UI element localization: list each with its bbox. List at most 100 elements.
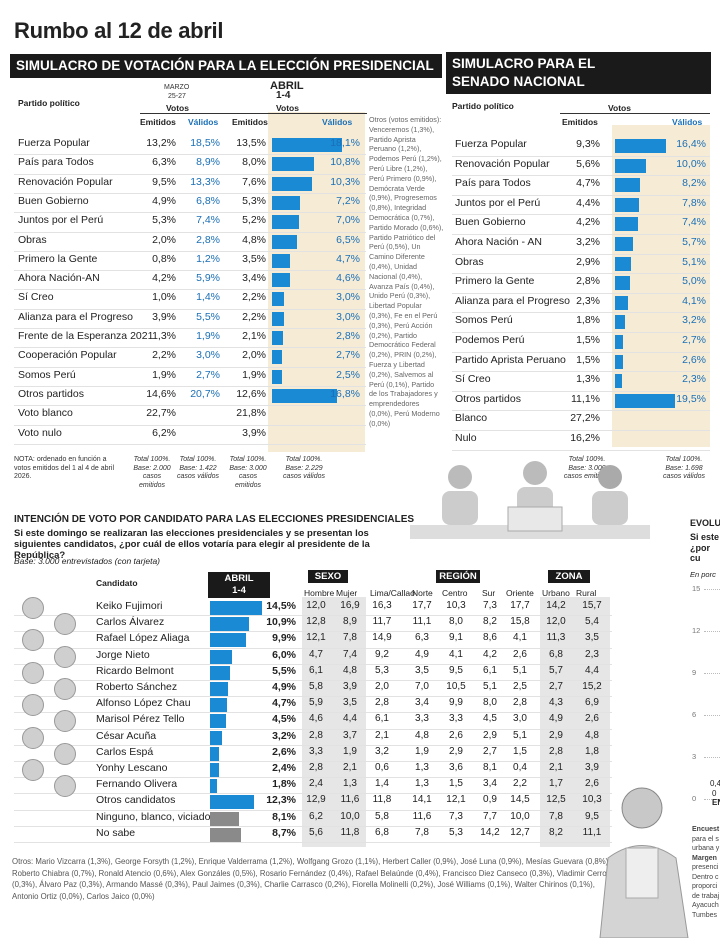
senate-emitidos: 3,2% <box>576 236 600 248</box>
table-row-line <box>14 385 366 387</box>
senate-row-line <box>452 390 710 392</box>
marzo-emitidos: 9,5% <box>152 175 176 188</box>
candidate-photo <box>54 645 76 668</box>
side-q2: ¿por cu <box>690 543 710 563</box>
col-header: Hombre <box>304 588 335 598</box>
abril-validos: 4,6% <box>336 272 360 285</box>
marzo-validos: 5,9% <box>196 272 220 285</box>
candidate-cell: 4,5 <box>483 713 497 725</box>
cand-row-line <box>14 761 612 762</box>
candidate-cell: 15,7 <box>582 600 602 611</box>
candidate-cell: 1,5 <box>449 778 463 790</box>
candidate-cell: 2,9 <box>549 729 563 741</box>
candidate-cell: 1,9 <box>415 745 429 757</box>
senate-party-name: Alianza para el Progreso <box>455 294 570 307</box>
candidate-cell: 3,2 <box>375 745 389 757</box>
candidate-photo <box>54 710 76 733</box>
abril-emitidos: 12,6% <box>236 387 266 400</box>
cand-row-line <box>14 696 612 698</box>
side-tick: 9 <box>692 668 697 677</box>
side-gridline <box>704 715 720 716</box>
candidate-photo <box>22 694 44 717</box>
senate-row-line <box>452 332 710 333</box>
party-name: Sí Creo <box>18 291 54 304</box>
table-row-line <box>14 347 366 349</box>
evol-heading: EVOLU <box>690 518 720 528</box>
party-name: Juntos por el Perú <box>18 214 104 227</box>
senate-emitidos: 4,2% <box>576 216 600 229</box>
side-v2: 0 <box>712 789 717 798</box>
candidate-cell: 8,0 <box>449 616 463 628</box>
abril-emitidos: 1,9% <box>242 368 266 381</box>
abril-validos: 10,8% <box>330 156 360 169</box>
candidate-cell: 12,5 <box>546 794 566 806</box>
candidate-cell: 3,4 <box>483 778 497 790</box>
senate-emitidos: 11,1% <box>571 392 600 405</box>
senate-emitidos: 4,4% <box>576 196 600 209</box>
candidate-cell: 11,1 <box>412 616 432 628</box>
senate-party-name: Juntos por el Perú <box>455 196 541 209</box>
candidate-cell: 8,0 <box>483 697 497 709</box>
candidate-cell: 1,3 <box>415 762 429 773</box>
candidate-cell: 11,7 <box>372 616 392 628</box>
sexo-bg <box>302 597 366 847</box>
abril-validos: 3,0% <box>336 310 360 323</box>
candidate-cell: 3,0 <box>513 713 527 725</box>
region-tag: REGIÓN <box>436 570 480 583</box>
senate-emitidos: 27,2% <box>570 412 600 425</box>
senate-validos-label: Válidos <box>672 117 703 127</box>
senate-votos-label: Votos <box>608 103 631 113</box>
marzo-validos: 1,4% <box>196 291 220 304</box>
candidate-total: 2,4% <box>272 762 296 774</box>
abril-emitidos: 5,3% <box>242 194 266 207</box>
senate-row-line <box>452 371 710 373</box>
senate-party-name: País para Todos <box>455 177 531 190</box>
candidate-cell: 11,6 <box>412 810 432 822</box>
candidate-cell: 5,9 <box>309 697 323 709</box>
abril-emitidos: 3,9% <box>242 426 266 439</box>
base-note-4: Total 100%. Base: 2.229 casos válidos <box>282 456 326 480</box>
party-name: Primero la Gente <box>18 252 98 265</box>
cand-row-line <box>14 728 612 730</box>
abril-validos: 6,5% <box>336 233 360 246</box>
candidate-cell: 8,1 <box>483 762 497 773</box>
abril-bar <box>272 234 298 249</box>
senate-row-line <box>452 351 710 353</box>
candidate-cell: 4,8 <box>343 664 357 676</box>
candidate-total: 1,8% <box>272 778 296 791</box>
candidate-cell: 0,4 <box>513 762 527 773</box>
candidate-cell: 14,9 <box>372 632 392 644</box>
candidate-cell: 5,1 <box>513 729 527 741</box>
candidate-photo <box>22 726 44 749</box>
senate-party-name: Blanco <box>455 412 488 425</box>
candidate-cell: 7,7 <box>483 810 497 822</box>
marzo-validos: 7,4% <box>196 214 220 227</box>
base-note-2: Total 100%. Base: 1.422 casos válidos <box>176 456 220 480</box>
candidate-name: Yonhy Lescano <box>96 762 168 774</box>
senate-bar <box>615 374 623 389</box>
abril-label: ABRIL <box>270 80 304 92</box>
marzo-emitidos: 4,2% <box>152 272 176 285</box>
candidate-cell: 8,2 <box>483 616 497 628</box>
candidate-cell: 0,9 <box>483 794 497 806</box>
party-name: Renovación Popular <box>18 175 113 188</box>
side-note-line: Margen <box>692 854 717 862</box>
candidate-cell: 6,1 <box>375 713 389 725</box>
abril-validos: 7,2% <box>336 194 360 207</box>
abril-validos: 2,7% <box>336 349 360 362</box>
candidate-cell: 5,4 <box>585 616 599 628</box>
cand-row-line <box>14 647 612 649</box>
candidate-cell: 14,2 <box>546 600 566 611</box>
candidate-cell: 2,8 <box>549 745 563 757</box>
marzo-dates: 25-27 <box>168 93 186 100</box>
abril-bar <box>272 138 342 152</box>
marzo-emitidos: 14,6% <box>146 387 176 400</box>
senate-bar <box>615 393 675 408</box>
senate-party-name: Sí Creo <box>455 373 491 386</box>
abril-emitidos: 3,4% <box>242 272 266 285</box>
candidate-photo <box>54 678 76 700</box>
senate-row-line <box>452 430 710 431</box>
abril-bar <box>272 350 283 365</box>
marzo-validos: 2,7% <box>196 368 220 381</box>
abril-bar <box>272 253 291 268</box>
